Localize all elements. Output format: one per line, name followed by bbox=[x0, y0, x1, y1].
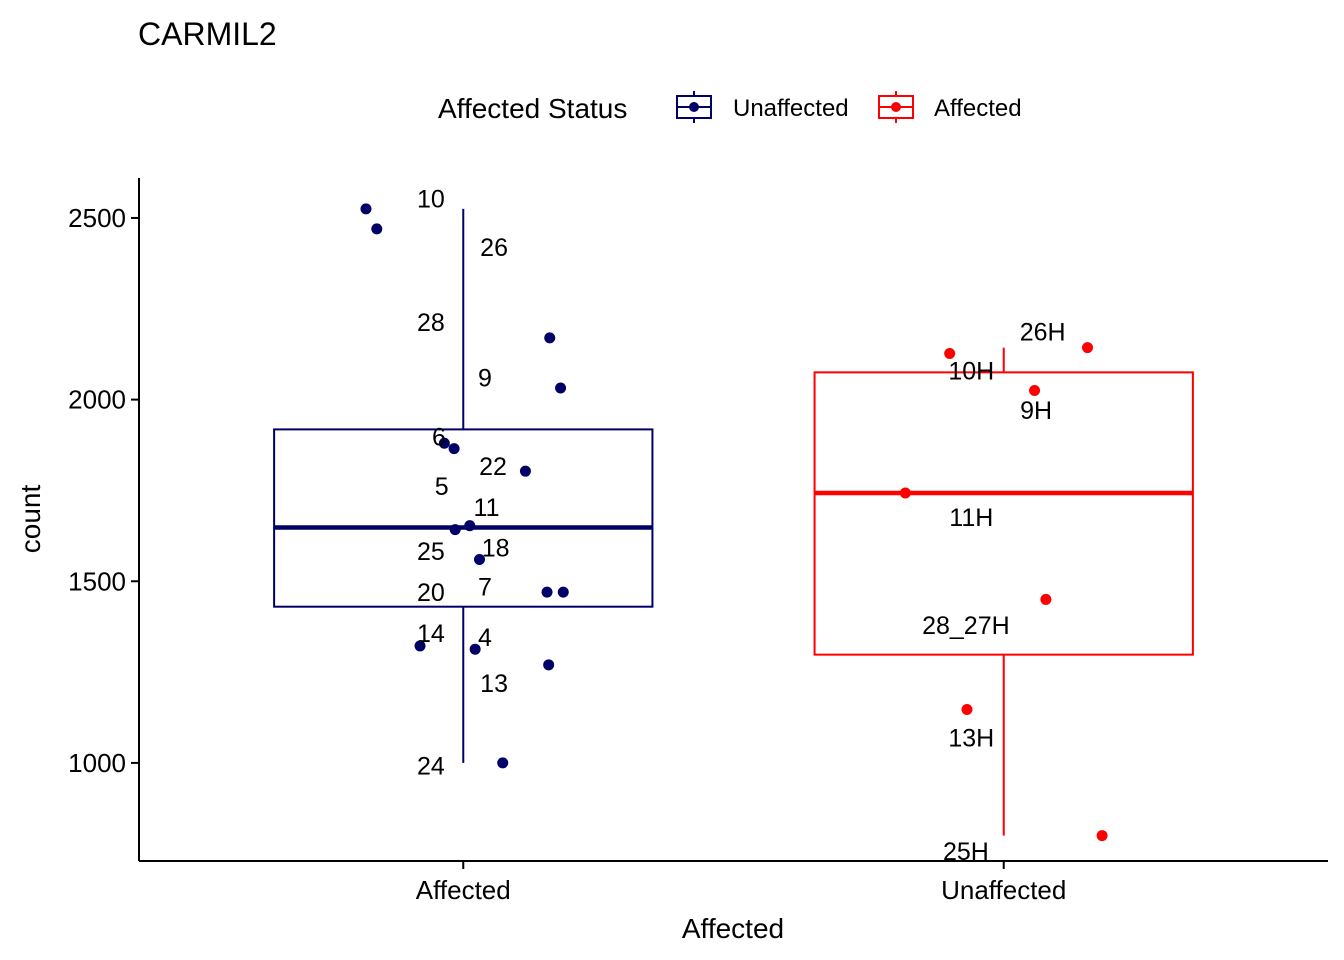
point-label: 9H bbox=[1020, 397, 1052, 425]
point-label: 25 bbox=[417, 538, 445, 566]
x-tick-label: Unaffected bbox=[941, 875, 1066, 905]
y-axis: 1000 1500 2000 2500 bbox=[68, 178, 140, 861]
point-label: 24 bbox=[417, 752, 445, 780]
point-label: 11 bbox=[474, 494, 500, 522]
legend-key-unaffected bbox=[676, 91, 712, 123]
data-point bbox=[555, 382, 567, 394]
point-label: 13H bbox=[948, 724, 994, 752]
data-point bbox=[899, 487, 911, 499]
data-point bbox=[449, 524, 461, 536]
legend-title: Affected Status bbox=[438, 93, 627, 124]
data-point bbox=[448, 443, 460, 455]
data-point bbox=[360, 203, 372, 215]
data-point bbox=[944, 347, 956, 359]
data-point bbox=[497, 757, 509, 769]
point-label: 9 bbox=[478, 364, 492, 392]
point-label: 28_27H bbox=[922, 612, 1010, 640]
legend-label-affected: Affected bbox=[934, 95, 1022, 122]
data-point bbox=[473, 553, 485, 565]
data-point bbox=[1029, 385, 1041, 397]
point-label: 20 bbox=[417, 579, 445, 607]
point-label: 18 bbox=[482, 534, 510, 562]
data-point bbox=[1081, 342, 1093, 354]
box-iqr bbox=[273, 428, 654, 608]
point-labels: 10 26 28 9 6 22 5 11 18 25 7 20 4 14 13 24 26H 10H 9H 11H 28… bbox=[417, 186, 1066, 866]
point-label: 26 bbox=[480, 234, 508, 262]
y-tick-label: 1000 bbox=[68, 748, 126, 778]
y-tick-label: 2000 bbox=[68, 385, 126, 415]
y-tick-label: 1500 bbox=[68, 566, 126, 596]
box-iqr bbox=[813, 371, 1194, 656]
point-label: 6 bbox=[432, 424, 446, 452]
point-label: 13 bbox=[480, 670, 508, 698]
chart-title: CARMIL2 bbox=[138, 16, 277, 52]
point-label: 7 bbox=[478, 573, 492, 601]
data-point bbox=[414, 640, 426, 652]
data-point bbox=[469, 643, 481, 655]
point-label: 4 bbox=[478, 624, 492, 652]
point-label: 10H bbox=[948, 358, 994, 386]
point-label: 22 bbox=[479, 453, 507, 481]
x-axis-title: Affected bbox=[682, 913, 784, 944]
data-point bbox=[1096, 830, 1108, 842]
y-tick-label: 2500 bbox=[68, 203, 126, 233]
point-label: 11H bbox=[949, 504, 993, 532]
point-label: 5 bbox=[435, 473, 449, 501]
data-point bbox=[438, 437, 450, 449]
x-axis: Affected Unaffected bbox=[139, 860, 1328, 905]
x-tick-label: Affected bbox=[416, 875, 511, 905]
data-point bbox=[541, 586, 553, 598]
legend-label-unaffected: Unaffected bbox=[733, 95, 849, 122]
point-label: 26H bbox=[1020, 319, 1066, 347]
data-point bbox=[464, 520, 476, 532]
data-point bbox=[961, 704, 973, 716]
point-label: 28 bbox=[417, 309, 445, 337]
y-axis-title: count bbox=[15, 485, 46, 554]
data-point bbox=[543, 659, 555, 671]
boxes bbox=[273, 208, 1194, 836]
legend: Affected Status Unaffected Affected bbox=[438, 91, 1022, 124]
point-label: 10 bbox=[417, 186, 445, 214]
point-label: 25H bbox=[943, 838, 989, 866]
data-point bbox=[371, 223, 383, 235]
point-label: 14 bbox=[417, 620, 445, 648]
data-point bbox=[1040, 593, 1052, 605]
data-point bbox=[544, 332, 556, 344]
legend-key-affected bbox=[878, 91, 914, 123]
data-point bbox=[557, 586, 569, 598]
data-point bbox=[519, 465, 531, 477]
data-points bbox=[360, 203, 1108, 842]
